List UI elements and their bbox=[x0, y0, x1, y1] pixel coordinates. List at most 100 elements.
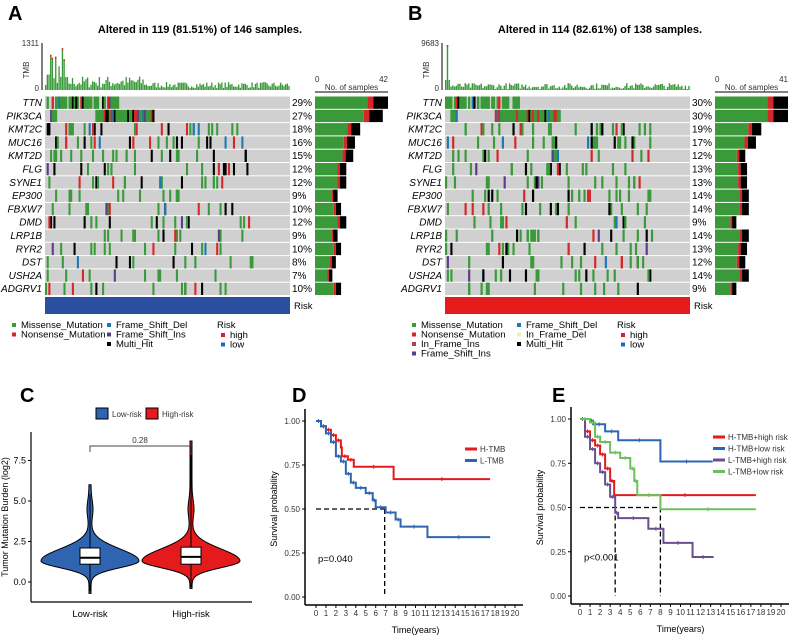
mutation-cell bbox=[485, 176, 489, 189]
gene-count-bar bbox=[315, 202, 334, 216]
gene-label: USH2A bbox=[9, 271, 43, 282]
mutation-cell bbox=[594, 256, 597, 269]
tmb-bar bbox=[137, 79, 139, 90]
mutation-cell bbox=[633, 176, 636, 189]
gene-count-bar bbox=[340, 163, 347, 176]
mutation-cell bbox=[549, 163, 552, 176]
mutation-cell bbox=[482, 96, 485, 109]
tmb-bar bbox=[91, 81, 94, 90]
tmb-bar bbox=[464, 83, 466, 90]
mutation-cell bbox=[102, 282, 105, 295]
mutation-cell bbox=[128, 109, 131, 123]
legend-item: Multi_Hit bbox=[526, 339, 563, 350]
mutation-cell bbox=[496, 189, 499, 202]
mutation-cell bbox=[629, 242, 632, 256]
tmb-bar bbox=[286, 83, 288, 90]
mutation-cell bbox=[473, 216, 476, 229]
tmb-bar bbox=[640, 83, 642, 90]
mutation-cell bbox=[476, 136, 480, 149]
gene-row bbox=[445, 256, 690, 269]
tmb-bar bbox=[155, 87, 158, 90]
mutation-cell bbox=[558, 109, 561, 123]
tmb-bar bbox=[595, 83, 598, 90]
tmb-bar bbox=[636, 84, 639, 90]
y-tick-label: 0.75 bbox=[550, 459, 566, 468]
x-tick-label: 20 bbox=[511, 609, 520, 618]
mutation-cell bbox=[516, 229, 519, 242]
gene-percent: 8% bbox=[292, 258, 307, 269]
mutation-cell bbox=[512, 123, 515, 136]
mutation-cell bbox=[46, 269, 49, 282]
mutation-cell bbox=[110, 96, 113, 109]
tmb-max: 1311 bbox=[22, 39, 40, 48]
mutation-cell bbox=[597, 229, 600, 242]
mutation-cell bbox=[229, 256, 232, 269]
tmb-bar bbox=[457, 83, 459, 90]
tmb-bar bbox=[629, 85, 632, 90]
mutation-cell bbox=[491, 189, 494, 202]
gene-count-bar bbox=[343, 136, 347, 149]
gene-count-bar bbox=[732, 216, 737, 229]
mutation-cell bbox=[80, 149, 83, 162]
mutation-cell bbox=[127, 109, 130, 123]
gene-count-bar bbox=[369, 109, 383, 123]
mutation-cell bbox=[53, 149, 56, 162]
tmb-bar bbox=[128, 77, 131, 90]
mutation-cell bbox=[597, 149, 600, 162]
mutation-cell bbox=[70, 123, 73, 136]
mutation-cell bbox=[544, 109, 547, 123]
tmb-min: 0 bbox=[435, 84, 440, 93]
gene-count-bar bbox=[337, 176, 341, 189]
x-tick-label: 12 bbox=[431, 609, 440, 618]
mutation-cell bbox=[132, 109, 135, 123]
mutation-cell bbox=[533, 109, 536, 123]
gene-count-bar bbox=[373, 96, 388, 109]
tmb-bar bbox=[643, 88, 646, 90]
x-tick-label: 12 bbox=[696, 608, 705, 617]
y-axis-label: Survival probability bbox=[535, 469, 545, 545]
legend-swatch bbox=[145, 407, 159, 420]
panel-label: E bbox=[552, 385, 565, 407]
tmb-bar bbox=[75, 86, 77, 90]
y-axis-label: Tumor Mutation Burden (log2) bbox=[0, 457, 10, 577]
samples-axis-label: No. of samples bbox=[725, 83, 778, 92]
mutation-cell bbox=[46, 256, 49, 269]
gene-count-bar bbox=[767, 96, 774, 109]
mutation-cell bbox=[505, 216, 508, 229]
tmb-bar bbox=[453, 86, 456, 90]
legend-swatch bbox=[12, 323, 16, 327]
mutation-cell bbox=[508, 109, 512, 123]
gene-count-bar bbox=[715, 189, 740, 202]
mutation-cell bbox=[204, 176, 207, 189]
mutation-cell bbox=[620, 256, 623, 269]
mutation-cell bbox=[468, 269, 471, 282]
mutation-cell bbox=[83, 123, 86, 136]
mutation-cell bbox=[88, 123, 91, 136]
legend-swatch bbox=[412, 342, 416, 346]
mutation-cell bbox=[501, 109, 504, 123]
mutation-cell bbox=[649, 269, 652, 282]
mutation-cell bbox=[565, 163, 568, 176]
mutation-cell bbox=[574, 123, 577, 136]
mutation-cell bbox=[180, 216, 184, 229]
mutation-cell bbox=[123, 109, 126, 123]
mutation-cell bbox=[145, 109, 148, 123]
mutation-cell bbox=[445, 176, 448, 189]
risk-legend-item: low bbox=[230, 340, 244, 351]
mutation-cell bbox=[224, 202, 227, 216]
mutation-cell bbox=[487, 96, 490, 109]
risk-bar bbox=[445, 297, 690, 314]
mutation-cell bbox=[487, 176, 490, 189]
tmb-bar bbox=[288, 85, 290, 90]
legend-swatch bbox=[107, 342, 111, 346]
mutation-cell bbox=[551, 149, 554, 162]
mutation-cell bbox=[194, 256, 197, 269]
legend-item: L-TMB+high risk bbox=[728, 456, 787, 465]
mutation-cell bbox=[450, 269, 453, 282]
gene-label: SYNE1 bbox=[409, 178, 442, 189]
mutation-cell bbox=[460, 96, 464, 109]
tmb-bar bbox=[180, 82, 183, 90]
legend-item: Nonsense_Mutation bbox=[21, 330, 106, 341]
tmb-bar bbox=[521, 84, 523, 90]
gene-label: KMT2C bbox=[408, 125, 443, 136]
